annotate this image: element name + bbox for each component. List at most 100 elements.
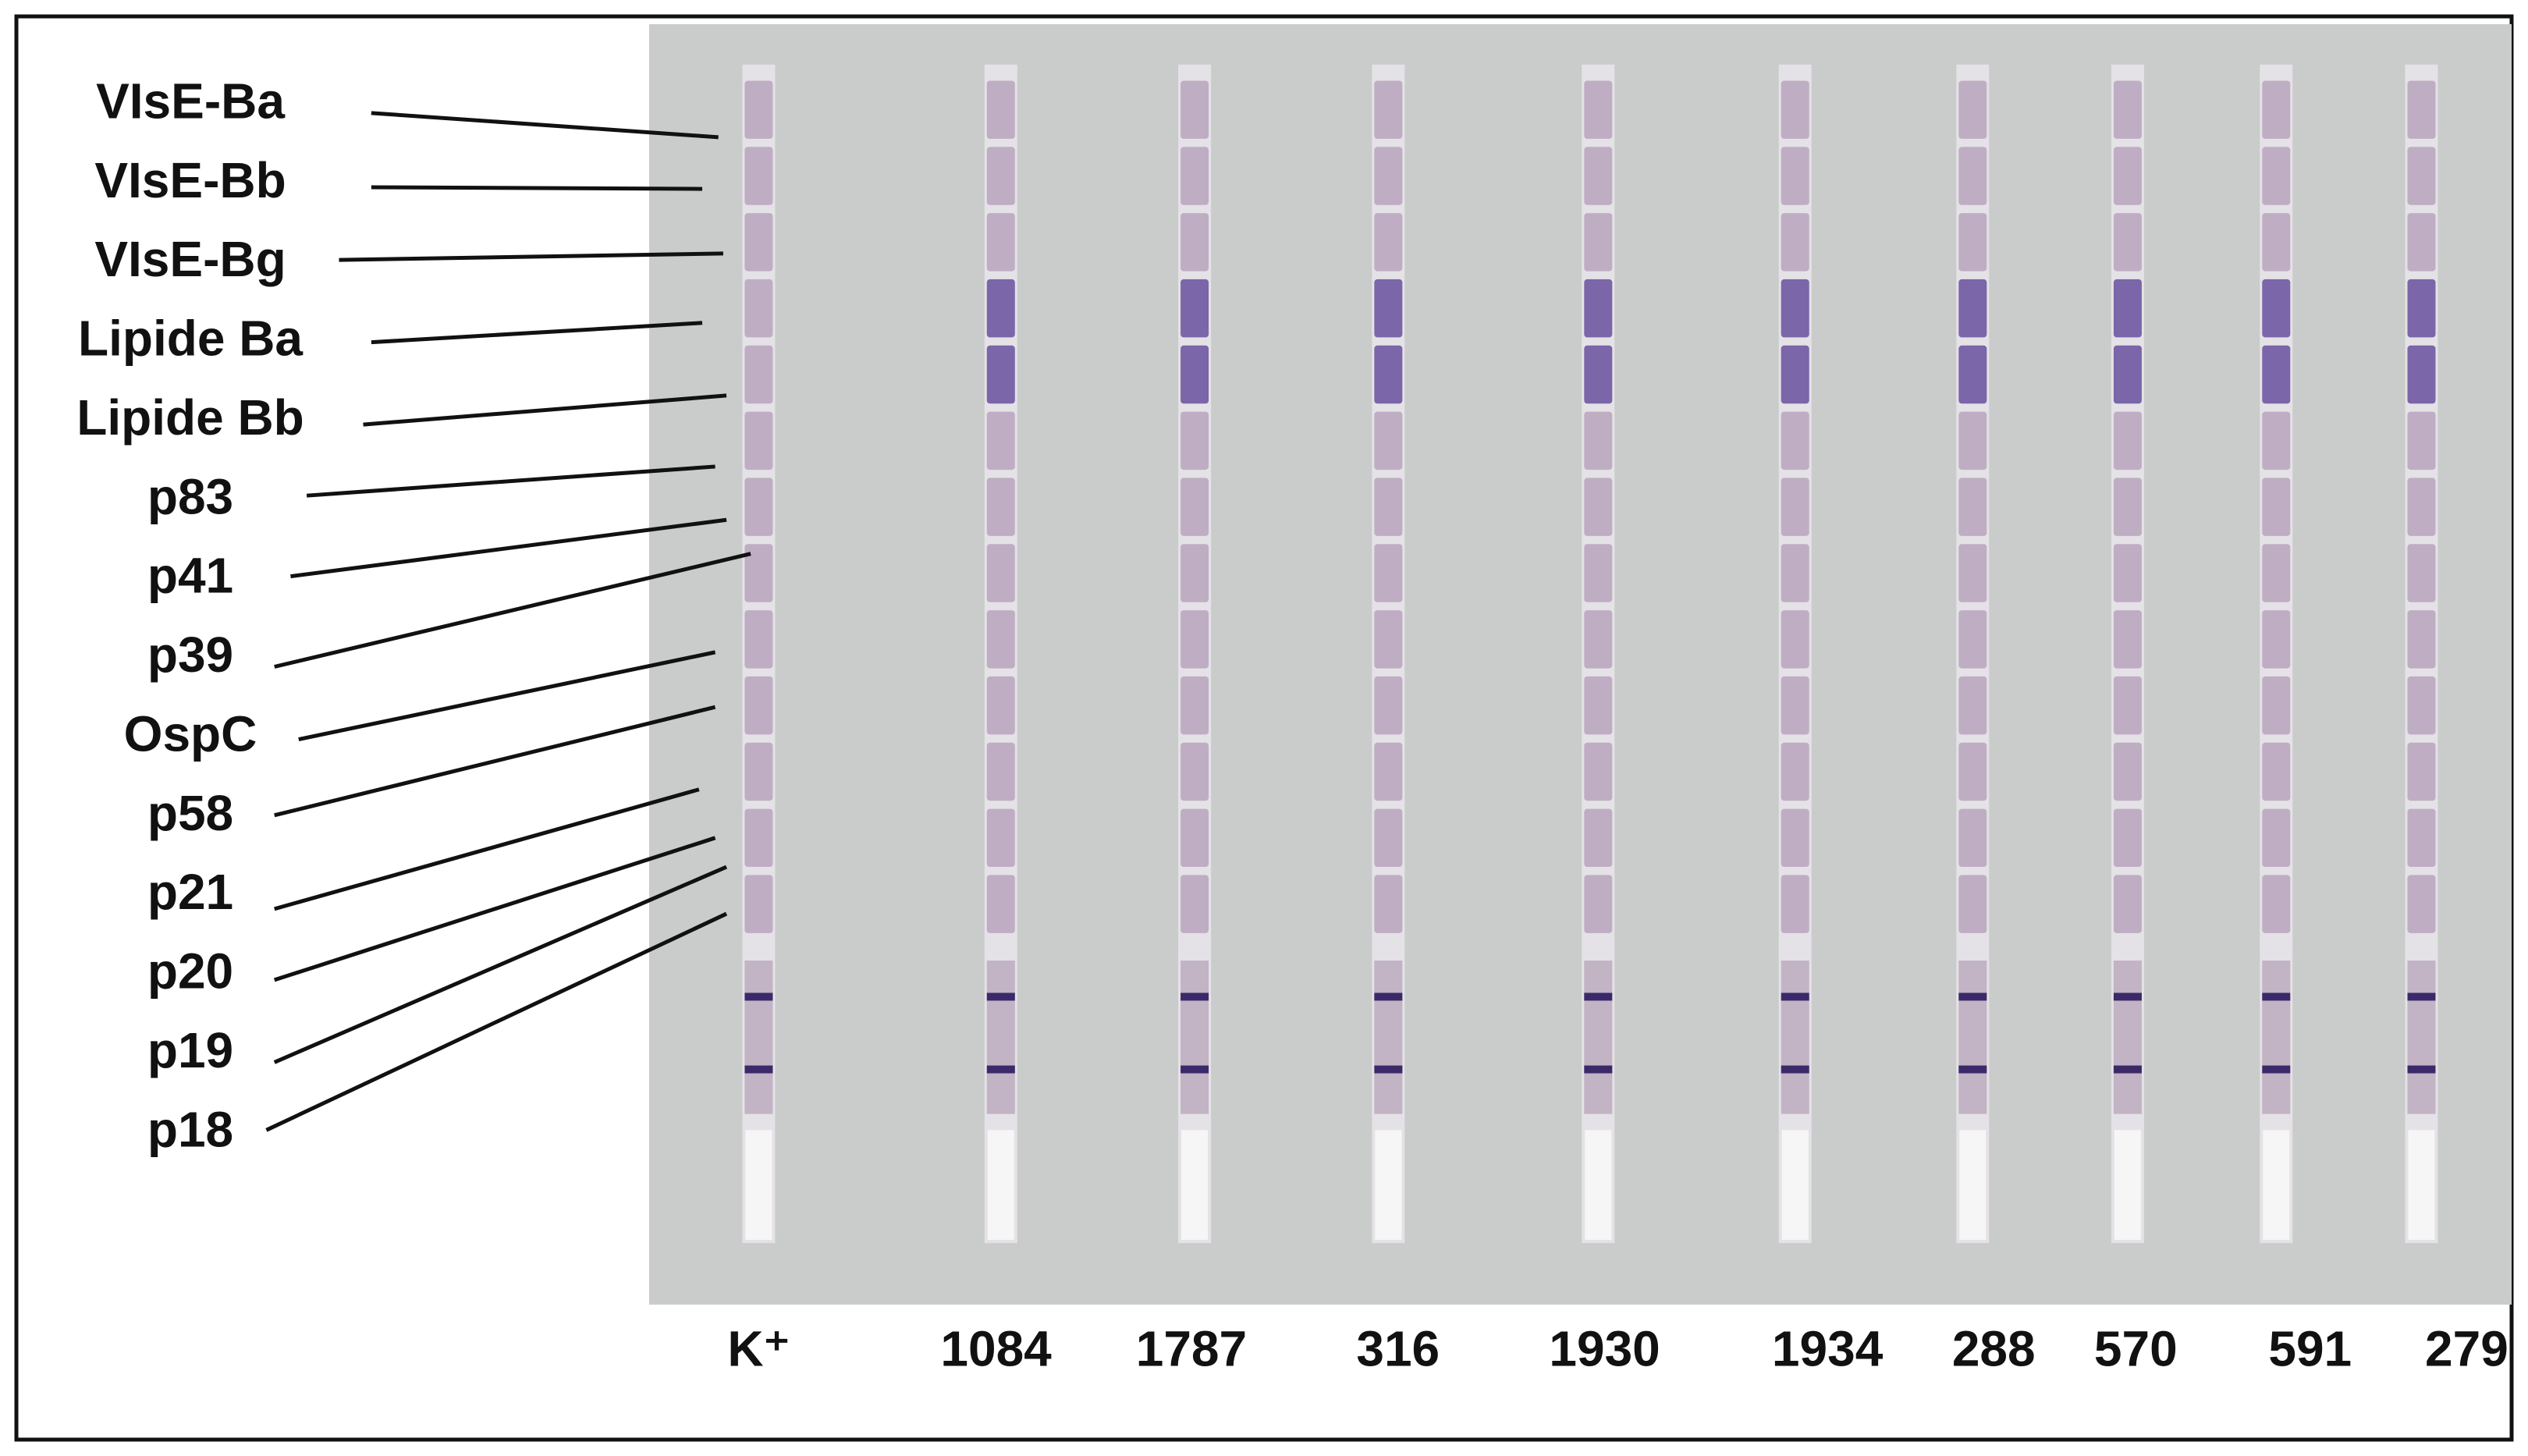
strip-segment bbox=[1374, 544, 1403, 602]
strip-segment bbox=[1781, 808, 1809, 868]
strip-lower bbox=[1181, 961, 1209, 1114]
strip-segment bbox=[2262, 147, 2291, 205]
strip-segment bbox=[2262, 808, 2291, 868]
strip-label: 1934 bbox=[1772, 1321, 1884, 1377]
strip-segment bbox=[1584, 213, 1613, 272]
antigen-label: VIsE-Bb bbox=[94, 152, 286, 208]
leader-line bbox=[274, 787, 700, 911]
strip-segment bbox=[2262, 478, 2291, 536]
strip-segment bbox=[1181, 875, 1209, 933]
strip-tag bbox=[2408, 1130, 2435, 1240]
strip-segment bbox=[744, 875, 773, 933]
strip-segment bbox=[1958, 345, 1987, 404]
band bbox=[2262, 993, 2291, 1001]
band bbox=[1781, 993, 1809, 1001]
strip-tag bbox=[745, 1130, 772, 1240]
strip-segment bbox=[1584, 610, 1613, 669]
strip-label: 1084 bbox=[940, 1321, 1052, 1377]
band bbox=[1374, 993, 1403, 1001]
strip-segment bbox=[2407, 279, 2436, 338]
band bbox=[2113, 993, 2142, 1001]
strip-segment bbox=[1958, 279, 1987, 338]
strip-segment bbox=[2262, 742, 2291, 801]
strip-segment bbox=[1374, 478, 1403, 536]
strip-segment bbox=[2262, 279, 2291, 338]
strip-segment bbox=[1584, 544, 1613, 602]
strip-segment bbox=[1584, 147, 1613, 205]
strip-segment bbox=[1181, 147, 1209, 205]
strip-tag bbox=[1585, 1130, 1612, 1240]
leader-line bbox=[339, 251, 723, 262]
strip-tag bbox=[1959, 1130, 1987, 1240]
strip bbox=[742, 64, 776, 1244]
strip-segment bbox=[744, 345, 773, 404]
strip-segment bbox=[744, 544, 773, 602]
antigen-label: p39 bbox=[147, 627, 233, 683]
strip-label: 570 bbox=[2094, 1321, 2178, 1377]
strip-segment bbox=[744, 213, 773, 272]
strip-segment bbox=[2113, 411, 2142, 471]
strip-segment bbox=[744, 808, 773, 868]
strip bbox=[2260, 64, 2293, 1244]
strip-segment bbox=[744, 676, 773, 735]
strip-segment bbox=[1181, 610, 1209, 669]
leader-line bbox=[298, 650, 716, 742]
strip-segment bbox=[1374, 875, 1403, 933]
strip-tag bbox=[1375, 1130, 1402, 1240]
strip-segment bbox=[2113, 213, 2142, 272]
strip bbox=[1178, 64, 1212, 1244]
strip-segment bbox=[1781, 213, 1809, 272]
strip-segment bbox=[1958, 610, 1987, 669]
strip-segment bbox=[2407, 808, 2436, 868]
antigen-label: p83 bbox=[147, 468, 233, 524]
leader-line bbox=[274, 705, 716, 818]
antigen-label: p21 bbox=[147, 864, 233, 920]
leader-line bbox=[274, 552, 751, 669]
band bbox=[2407, 1065, 2436, 1074]
strip-segment bbox=[986, 875, 1015, 933]
strip-segment bbox=[1781, 610, 1809, 669]
strip-segment bbox=[1181, 80, 1209, 139]
strip-segment bbox=[2407, 80, 2436, 139]
strip-segment bbox=[1958, 676, 1987, 735]
strip-segment bbox=[1374, 345, 1403, 404]
strip-segment bbox=[2113, 676, 2142, 735]
band bbox=[1781, 1065, 1809, 1074]
strip-label: K⁺ bbox=[727, 1321, 790, 1377]
strip-segment bbox=[1958, 80, 1987, 139]
strip-lower bbox=[986, 961, 1015, 1114]
antigen-label: VIsE-Bg bbox=[94, 231, 286, 287]
strip-lower bbox=[2407, 961, 2436, 1114]
strip-segment bbox=[2407, 345, 2436, 404]
strip bbox=[2111, 64, 2144, 1244]
strip-segment bbox=[744, 80, 773, 139]
strip-segment bbox=[1584, 875, 1613, 933]
band bbox=[1584, 1065, 1613, 1074]
strip-segment bbox=[744, 411, 773, 471]
leader-line bbox=[363, 393, 727, 427]
strip-segment bbox=[2262, 610, 2291, 669]
strip bbox=[1956, 64, 1990, 1244]
strip-segment bbox=[986, 147, 1015, 205]
strip-segment bbox=[1181, 742, 1209, 801]
strips bbox=[742, 64, 2438, 1244]
strip-segment bbox=[1781, 345, 1809, 404]
antigen-label: VIsE-Ba bbox=[96, 73, 285, 129]
strip-segment bbox=[1781, 411, 1809, 471]
strip-segment bbox=[2113, 147, 2142, 205]
strip-segment bbox=[986, 742, 1015, 801]
band bbox=[744, 1065, 773, 1074]
strip-lower bbox=[1374, 961, 1403, 1114]
strip-segment bbox=[986, 676, 1015, 735]
strip bbox=[984, 64, 1017, 1244]
strip-segment bbox=[1374, 213, 1403, 272]
strip-segment bbox=[986, 478, 1015, 536]
strip-segment bbox=[2262, 80, 2291, 139]
strip-segment bbox=[2262, 875, 2291, 933]
strip-lower bbox=[1584, 961, 1613, 1114]
strip-segment bbox=[1181, 808, 1209, 868]
strip-segment bbox=[2407, 875, 2436, 933]
strip-lower bbox=[2113, 961, 2142, 1114]
strip-segment bbox=[1958, 875, 1987, 933]
